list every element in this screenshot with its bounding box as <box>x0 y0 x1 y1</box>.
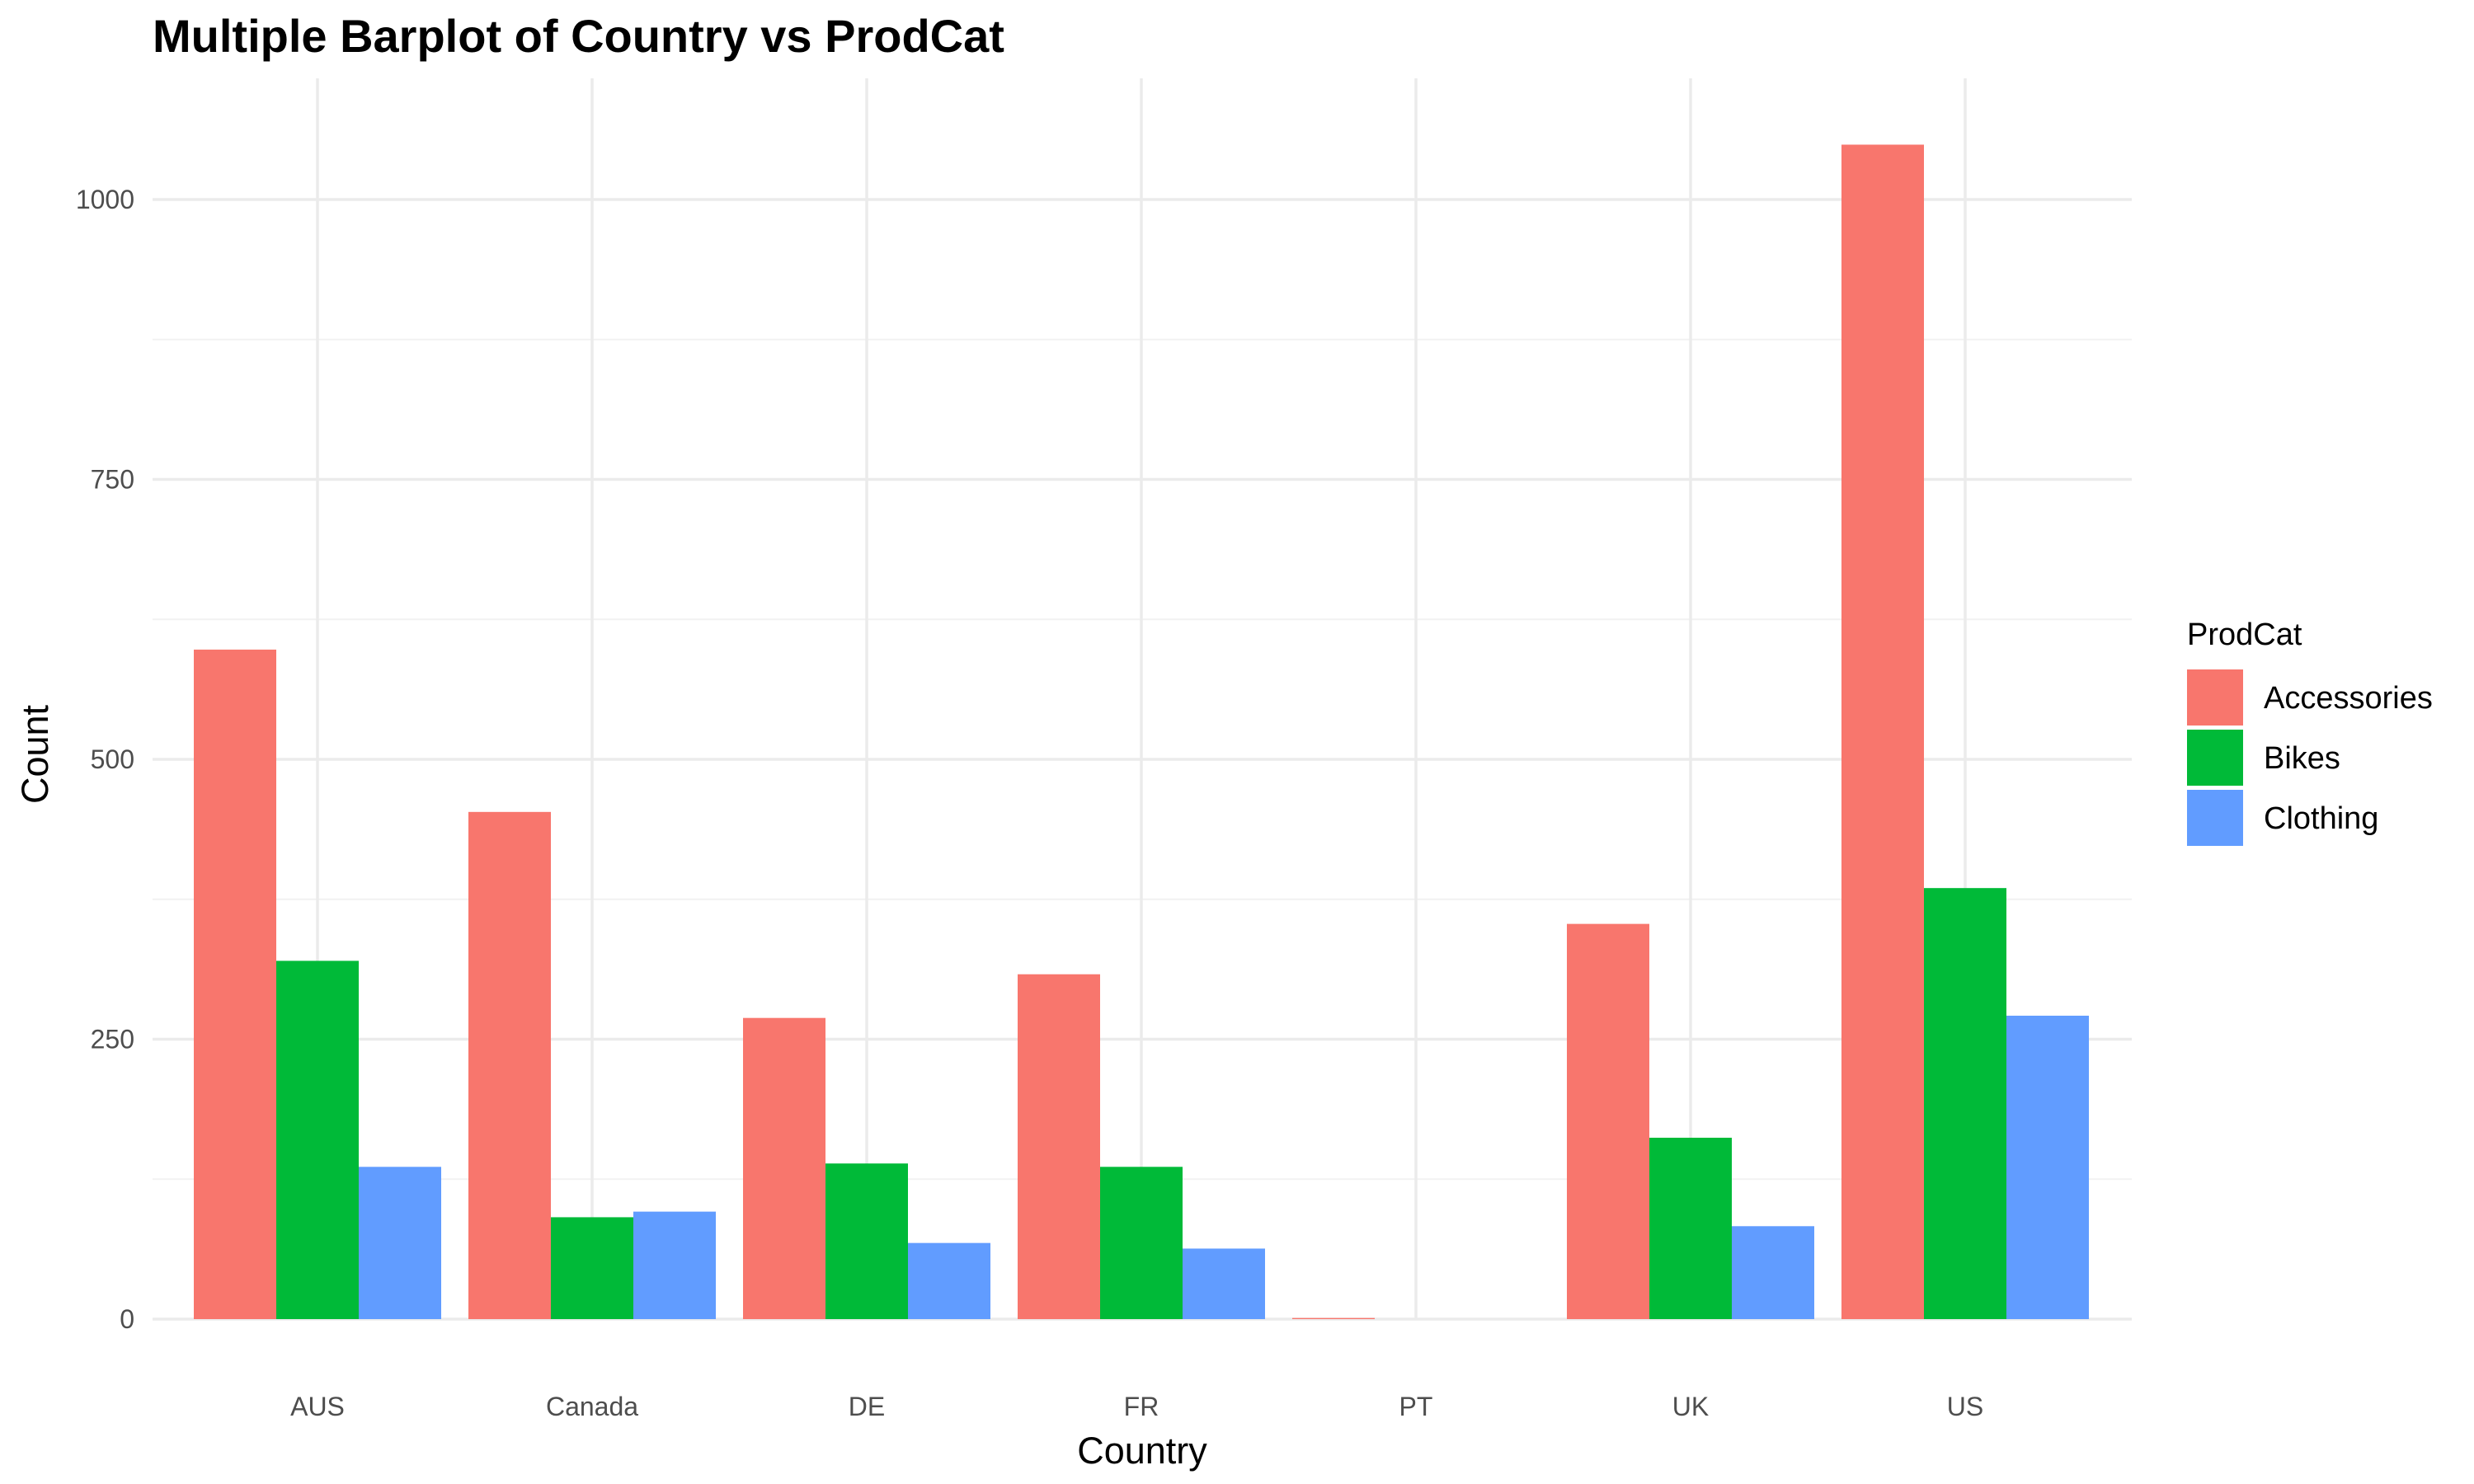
legend-items: Accessories Bikes Clothing <box>2187 669 2433 846</box>
bar-fr-accessories <box>1018 974 1100 1319</box>
x-tick-label: DE <box>849 1392 885 1421</box>
legend-swatch-accessories <box>2187 669 2243 726</box>
bar-fr-bikes <box>1100 1167 1183 1319</box>
bar-aus-clothing <box>359 1167 441 1319</box>
x-tick-label: FR <box>1124 1392 1159 1421</box>
y-tick-label: 750 <box>91 465 134 495</box>
x-axis-tick-labels: AUS Canada DE FR PT UK US <box>290 1392 1983 1421</box>
bar-canada-bikes <box>551 1217 633 1319</box>
bar-fr-clothing <box>1183 1248 1265 1319</box>
legend-swatch-clothing <box>2187 790 2243 846</box>
x-tick-label: UK <box>1672 1392 1709 1421</box>
x-tick-label: Canada <box>546 1392 638 1421</box>
chart-title: Multiple Barplot of Country vs ProdCat <box>153 10 1004 62</box>
bar-aus-bikes <box>276 960 359 1319</box>
legend-label-bikes: Bikes <box>2264 741 2340 776</box>
bar-us-clothing <box>2006 1015 2089 1319</box>
bar-de-bikes <box>825 1163 908 1319</box>
y-tick-label: 250 <box>91 1025 134 1054</box>
y-tick-label: 500 <box>91 744 134 774</box>
bar-de-accessories <box>743 1017 825 1319</box>
bar-us-accessories <box>1841 144 1924 1319</box>
y-tick-label: 1000 <box>76 185 134 214</box>
x-tick-label: AUS <box>290 1392 345 1421</box>
x-tick-label: PT <box>1399 1392 1433 1421</box>
bar-uk-clothing <box>1732 1226 1814 1319</box>
bar-us-bikes <box>1924 888 2006 1319</box>
x-axis-title: Country <box>1077 1430 1207 1472</box>
bar-aus-accessories <box>194 649 276 1319</box>
bar-uk-bikes <box>1649 1138 1732 1319</box>
legend-label-clothing: Clothing <box>2264 801 2378 836</box>
bar-uk-accessories <box>1567 923 1649 1319</box>
y-axis-tick-labels: 0 250 500 750 1000 <box>76 185 134 1334</box>
x-tick-label: US <box>1947 1392 1983 1421</box>
y-tick-label: 0 <box>120 1304 134 1334</box>
legend: ProdCat Accessories Bikes Clothing <box>2187 618 2433 846</box>
bar-canada-accessories <box>468 811 551 1319</box>
legend-swatch-bikes <box>2187 730 2243 786</box>
legend-label-accessories: Accessories <box>2264 681 2433 716</box>
bar-de-clothing <box>908 1242 990 1319</box>
bars <box>194 144 2089 1319</box>
y-axis-title: Count <box>14 704 56 804</box>
bar-canada-clothing <box>633 1211 716 1319</box>
legend-title: ProdCat <box>2187 618 2302 652</box>
bar-pt-accessories <box>1292 1317 1375 1319</box>
